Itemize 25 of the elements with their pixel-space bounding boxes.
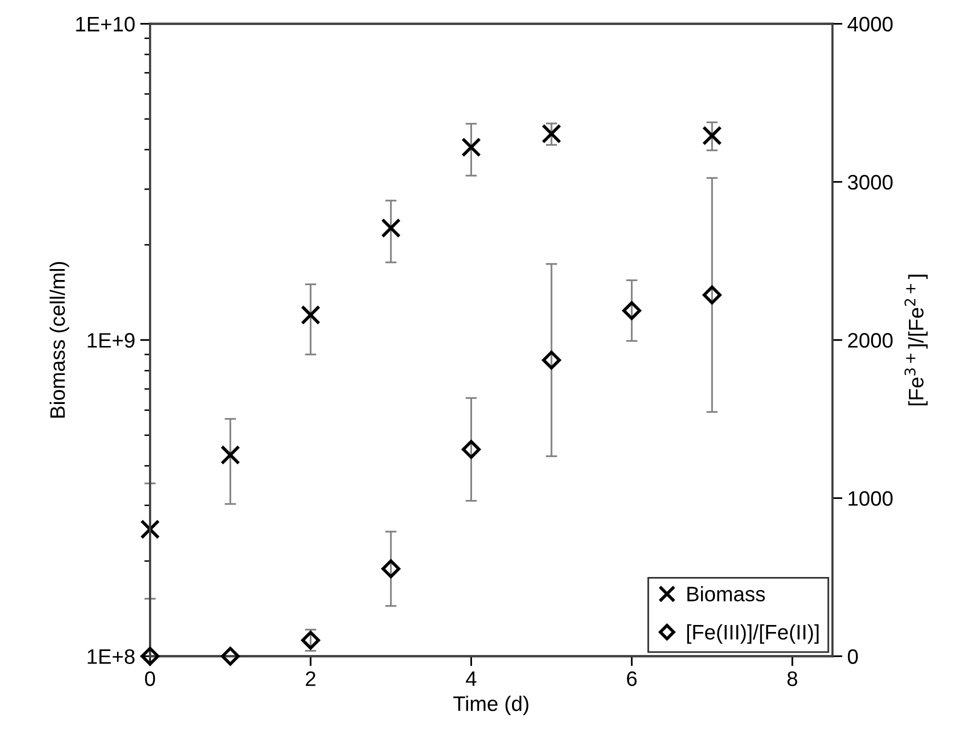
point xyxy=(461,137,482,158)
x-tick-label: 6 xyxy=(627,671,637,686)
y2-tick-label: 2000 xyxy=(848,333,893,348)
y-tick-label: 1E+8 xyxy=(88,649,135,664)
x-tick-label: 4 xyxy=(466,672,476,686)
y-axis-title: Biomass (cell/ml) xyxy=(50,262,70,418)
x-tick-label: 0 xyxy=(145,671,156,686)
legend-label: Biomass xyxy=(687,586,765,602)
point xyxy=(542,124,562,144)
y2-tick-label: 1000 xyxy=(848,491,893,506)
point xyxy=(702,126,722,146)
y2-axis-title: [Fe$^{3+}$]/[Fe$^{2+}$] xyxy=(904,274,928,406)
y-tick-label: 1E+10 xyxy=(76,16,135,32)
legend-label: [Fe(III)]/[Fe(II)] xyxy=(687,624,819,644)
point xyxy=(300,305,320,325)
y2-tick-label: 0 xyxy=(848,649,858,664)
x-tick-label: 8 xyxy=(787,671,798,686)
x-tick-label: 2 xyxy=(306,671,316,686)
point xyxy=(220,445,240,465)
y2-tick-label: 4000 xyxy=(848,16,893,32)
x-axis-title: Time (d) xyxy=(453,696,528,716)
y-tick-label: 1E+9 xyxy=(88,333,134,348)
point xyxy=(381,218,401,238)
point xyxy=(140,519,160,540)
y2-tick-label: 3000 xyxy=(848,174,893,190)
